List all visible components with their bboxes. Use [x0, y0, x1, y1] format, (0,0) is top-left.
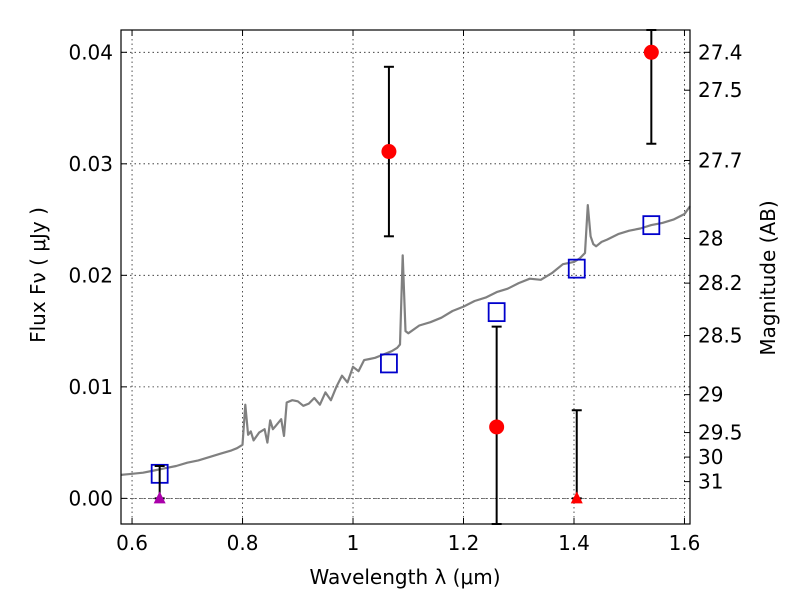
mag-tick-label: 28 [698, 227, 723, 251]
sed-model-layer [120, 204, 691, 476]
mag-tick-label: 31 [698, 470, 723, 494]
y-axis-title: Flux Fν ( μJy ) [26, 207, 50, 343]
mag-tick-label: 30 [698, 445, 723, 469]
x-tick-label: 1 [347, 531, 360, 555]
mag-tick-label: 27.5 [698, 78, 743, 102]
mag-tick-label: 29 [698, 383, 723, 407]
x-axis-title: Wavelength λ (μm) [309, 565, 500, 589]
x-tick-label: 1.6 [669, 531, 701, 555]
y-tick-label: 0.00 [68, 486, 113, 510]
tick-label-layer: 0.6 0.8 1 1.2 1.4 1.6 0.00 0.01 0.02 0.03 0.04 27.4… [68, 40, 742, 555]
observed-detection-point [489, 419, 505, 435]
model-photometry-square [380, 353, 398, 374]
mag-tick-label: 28.2 [698, 271, 743, 295]
model-photometry-square [487, 302, 506, 323]
observed-detection-point [643, 44, 659, 60]
sed-model-line [120, 204, 691, 476]
mag-tick-label: 27.7 [698, 148, 743, 172]
x-tick-label: 0.6 [116, 531, 148, 555]
tick-layer [121, 30, 690, 524]
model-photometry-layer [150, 215, 661, 484]
x-tick-label: 1.4 [558, 531, 590, 555]
y-tick-label: 0.03 [68, 152, 113, 176]
y-tick-label: 0.02 [68, 263, 113, 287]
x-tick-label: 0.8 [227, 531, 259, 555]
y-tick-label: 0.04 [68, 40, 113, 64]
plot-frame [120, 29, 691, 525]
upper-limit-triangle [570, 491, 583, 504]
y-axis-right-title: Magnitude (AB) [756, 200, 780, 355]
observed-point-layer [153, 44, 659, 504]
observed-detection-point [381, 144, 397, 160]
upper-limit-triangle [153, 491, 166, 504]
x-tick-label: 1.2 [448, 531, 480, 555]
model-photometry-square [642, 215, 661, 236]
grid-layer [121, 30, 690, 524]
mag-tick-label: 27.4 [698, 40, 743, 64]
mag-tick-label: 29.5 [698, 421, 743, 445]
mag-tick-label: 28.5 [698, 324, 743, 348]
y-tick-label: 0.01 [68, 375, 113, 399]
model-photometry-square [567, 258, 586, 279]
